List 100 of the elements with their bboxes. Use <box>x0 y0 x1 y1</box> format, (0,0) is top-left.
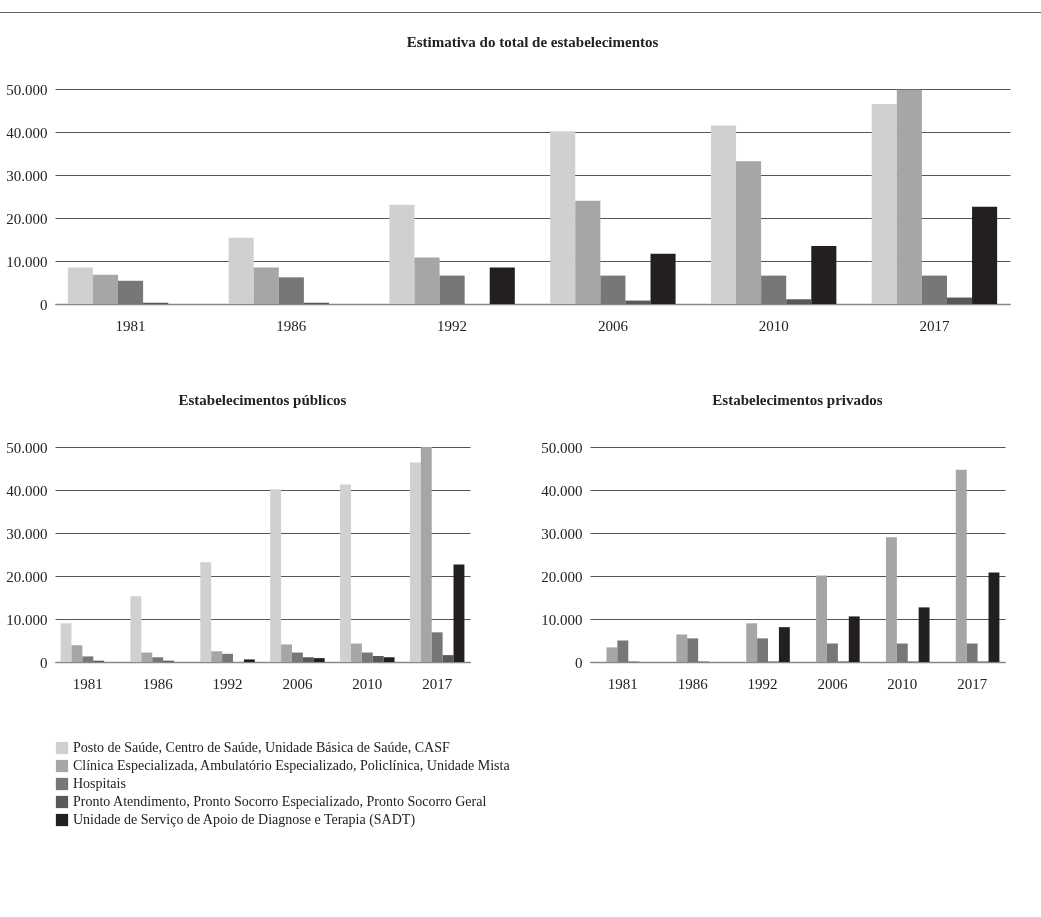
bar <box>606 647 618 662</box>
bar <box>988 572 1000 662</box>
y-tick-label: 20.000 <box>541 568 583 585</box>
bar <box>350 643 362 662</box>
bar <box>826 643 838 662</box>
bar <box>431 632 443 662</box>
y-tick-label: 40.000 <box>541 482 583 499</box>
y-tick-label: 20.000 <box>6 568 48 585</box>
x-tick-label: 2010 <box>352 675 383 692</box>
bar <box>871 104 897 304</box>
y-tick-label: 30.000 <box>6 167 48 184</box>
bar <box>243 659 255 662</box>
bar <box>141 652 153 662</box>
bar <box>67 267 93 304</box>
bar <box>972 206 998 304</box>
legend-label: Posto de Saúde, Centro de Saúde, Unidade Básica de Saúde, CASF <box>73 740 450 755</box>
bar <box>966 643 978 662</box>
x-tick-label: 2006 <box>817 675 848 692</box>
bar <box>650 253 676 304</box>
x-tick-label: 1986 <box>677 675 709 692</box>
chart-title: Estabelecimentos públicos <box>178 392 347 408</box>
y-tick-label: 20.000 <box>6 210 48 227</box>
bar <box>372 655 384 662</box>
bar <box>228 237 254 304</box>
bar <box>946 297 973 304</box>
x-tick-label: 2006 <box>282 675 313 692</box>
bar <box>955 469 967 662</box>
bar <box>152 657 164 662</box>
x-tick-label: 1992 <box>437 317 468 334</box>
bar <box>439 275 465 304</box>
bar <box>291 652 303 662</box>
bar <box>222 653 234 662</box>
y-tick-label: 40.000 <box>6 124 48 141</box>
bar <box>848 616 860 662</box>
bar <box>600 275 626 304</box>
legend-label: Unidade de Serviço de Apoio de Diagnose e Terapia (SADT) <box>73 812 416 828</box>
bar <box>118 280 144 304</box>
x-tick-label: 1981 <box>607 675 638 692</box>
legend-label: Hospitais <box>73 776 126 791</box>
x-tick-label: 1981 <box>72 675 103 692</box>
y-tick-label: 10.000 <box>541 611 583 628</box>
y-tick-label: 50.000 <box>541 439 583 456</box>
legend-label: Pronto Atendimento, Pronto Socorro Especializado, Pronto Socorro Geral <box>73 794 487 809</box>
x-tick-label: 2017 <box>919 317 950 334</box>
bar <box>383 657 395 662</box>
chart-title: Estimativa do total de estabelecimentos <box>406 34 659 50</box>
bar <box>389 204 415 304</box>
bar <box>575 200 601 304</box>
bar <box>816 575 827 662</box>
x-tick-label: 2006 <box>597 317 629 334</box>
bar <box>687 638 699 662</box>
bar <box>361 652 373 662</box>
bar <box>302 657 314 662</box>
y-tick-label: 10.000 <box>6 611 48 628</box>
bar <box>746 623 758 662</box>
bar <box>281 644 292 662</box>
y-tick-label: 10.000 <box>6 253 48 270</box>
y-tick-label: 0 <box>40 296 48 313</box>
x-tick-label: 1992 <box>747 675 778 692</box>
bar <box>211 651 223 662</box>
bar <box>710 125 737 304</box>
bar <box>625 300 651 304</box>
bar <box>786 299 812 304</box>
bar <box>921 275 947 304</box>
bar <box>896 89 922 304</box>
bar <box>617 640 629 662</box>
y-tick-label: 50.000 <box>6 439 48 456</box>
bar <box>757 638 769 662</box>
x-tick-label: 2010 <box>887 675 918 692</box>
y-tick-label: 40.000 <box>6 482 48 499</box>
bar <box>453 564 465 662</box>
bar <box>885 537 897 662</box>
bar <box>442 655 454 662</box>
y-tick-label: 0 <box>575 654 583 671</box>
bar <box>313 658 325 662</box>
x-tick-label: 1986 <box>142 675 174 692</box>
bar <box>778 627 790 662</box>
bar <box>896 643 908 662</box>
bar <box>200 562 212 662</box>
bar <box>811 245 837 304</box>
bar <box>253 267 279 304</box>
bar <box>278 277 304 304</box>
x-tick-label: 1981 <box>115 317 146 334</box>
bar <box>761 275 787 304</box>
bar <box>71 645 83 662</box>
bar <box>409 462 421 662</box>
bar <box>489 267 515 304</box>
y-tick-label: 30.000 <box>6 525 48 542</box>
x-tick-label: 2017 <box>957 675 988 692</box>
y-tick-label: 50.000 <box>6 81 48 98</box>
x-tick-label: 2017 <box>422 675 453 692</box>
bar <box>270 489 282 662</box>
bar <box>550 131 576 304</box>
x-tick-label: 1986 <box>276 317 307 334</box>
bar <box>82 656 94 662</box>
bar <box>414 257 440 304</box>
chart-title: Estabelecimentos privados <box>712 392 883 408</box>
bar <box>676 634 688 662</box>
bar <box>92 274 119 304</box>
y-tick-label: 0 <box>40 654 48 671</box>
